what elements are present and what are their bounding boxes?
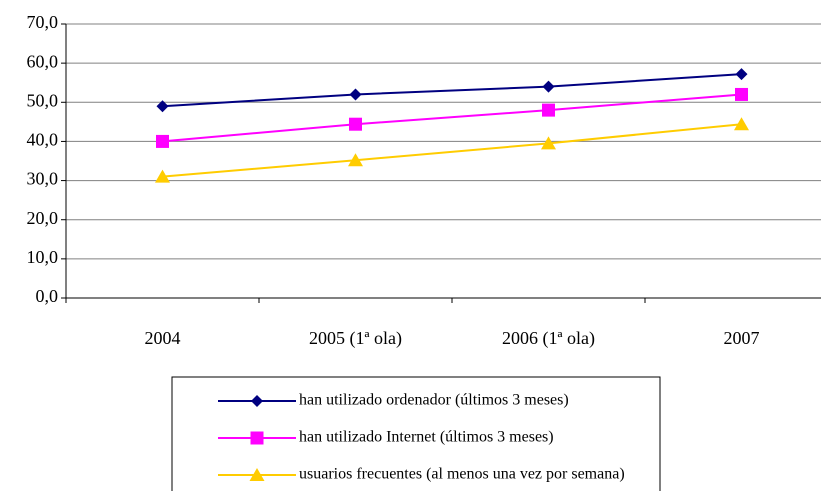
legend-marker [250, 431, 264, 445]
x-tick-label: 2007 [724, 328, 760, 348]
data-point [349, 117, 362, 131]
legend-marker [249, 468, 265, 481]
data-point [734, 117, 749, 131]
y-tick-label: 0,0 [36, 286, 59, 306]
series-line [162, 123, 742, 178]
x-tick-label: 2005 (1ª ola) [309, 328, 402, 349]
x-tick-label: 2006 (1ª ola) [502, 328, 595, 349]
legend-label: usuarios frecuentes (al menos una vez po… [299, 466, 625, 483]
series-line [162, 73, 742, 108]
x-tick-label: 2004 [145, 328, 181, 348]
data-point [735, 68, 748, 81]
data-point [541, 136, 556, 150]
data-point [156, 100, 169, 113]
data-point [348, 153, 363, 167]
legend-marker [251, 395, 263, 407]
y-tick-label: 30,0 [27, 169, 59, 189]
data-point [155, 169, 170, 183]
data-point [735, 87, 748, 101]
data-point [349, 88, 362, 101]
series-line [162, 93, 742, 143]
y-tick-label: 20,0 [27, 208, 59, 228]
legend-label: han utilizado ordenador (últimos 3 meses… [299, 392, 569, 409]
y-tick-label: 10,0 [27, 247, 59, 267]
y-tick-label: 40,0 [27, 130, 59, 150]
data-point [542, 80, 555, 93]
y-tick-label: 50,0 [27, 90, 59, 110]
y-tick-label: 70,0 [27, 12, 59, 32]
legend-label: han utilizado Internet (últimos 3 meses) [299, 429, 554, 446]
data-point [542, 103, 555, 117]
y-tick-label: 60,0 [27, 51, 59, 71]
data-point [156, 134, 169, 148]
